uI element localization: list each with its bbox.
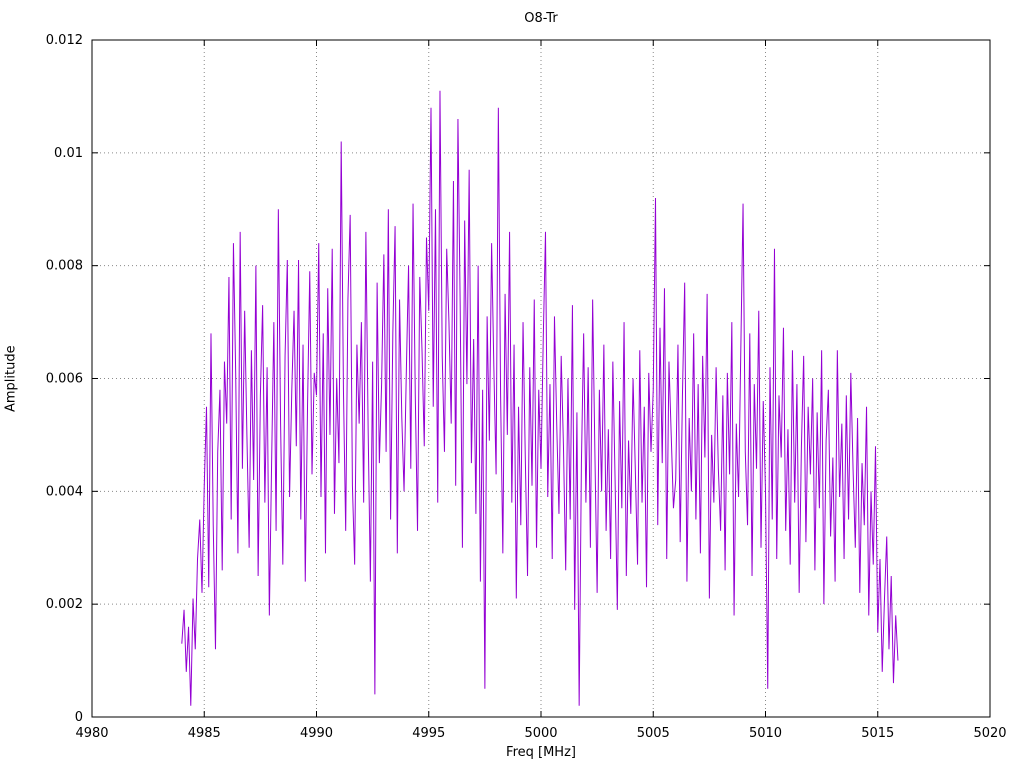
y-tick-label: 0.006 [46, 372, 83, 387]
x-axis-label: Freq [MHz] [506, 745, 576, 760]
x-tick-label: 4985 [188, 726, 221, 741]
y-tick-label: 0.008 [46, 259, 83, 274]
y-tick-label: 0.002 [46, 597, 83, 612]
x-tick-label: 4980 [75, 726, 108, 741]
y-tick-label: 0.012 [46, 33, 83, 48]
chart-title: O8-Tr [524, 11, 558, 26]
x-tick-label: 4990 [300, 726, 333, 741]
x-tick-label: 4995 [412, 726, 445, 741]
plot-border [91, 39, 991, 718]
y-tick-label: 0.004 [46, 484, 83, 499]
x-tick-label: 5015 [861, 726, 894, 741]
y-tick-label: 0.01 [54, 146, 83, 161]
y-tick-label: 0 [75, 710, 83, 725]
x-tick-label: 5010 [749, 726, 782, 741]
x-tick-label: 5005 [637, 726, 670, 741]
data-series-line [181, 90, 899, 706]
x-tick-label: 5000 [524, 726, 557, 741]
x-tick-label: 5020 [973, 726, 1006, 741]
